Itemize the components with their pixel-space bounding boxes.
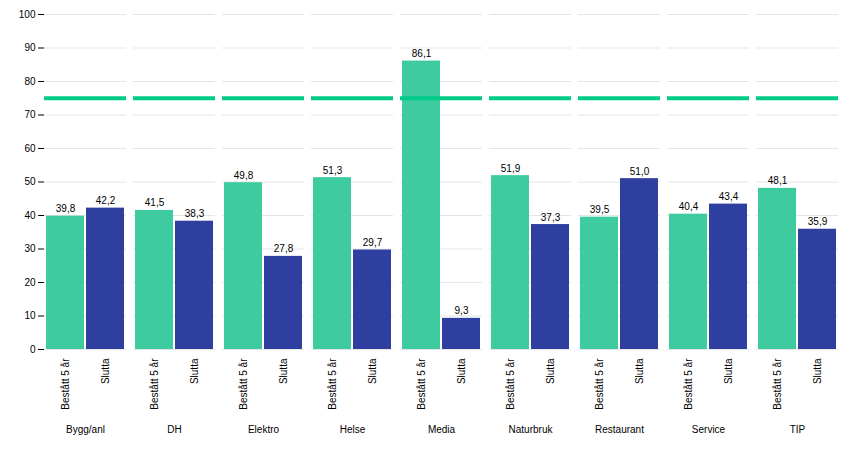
svg-text:70: 70 — [24, 109, 36, 120]
svg-text:Slutta: Slutta — [189, 358, 200, 384]
svg-text:Bestått 5 år: Bestått 5 år — [327, 358, 338, 410]
svg-text:39,8: 39,8 — [56, 203, 76, 214]
svg-text:10: 10 — [24, 310, 36, 321]
svg-text:Slutta: Slutta — [634, 358, 645, 384]
svg-text:Elektro: Elektro — [248, 424, 280, 435]
svg-text:Slutta: Slutta — [545, 358, 556, 384]
svg-text:Bestått 5 år: Bestått 5 år — [683, 358, 694, 410]
svg-text:Bestått 5 år: Bestått 5 år — [772, 358, 783, 410]
svg-text:49,8: 49,8 — [234, 170, 254, 181]
svg-text:Slutta: Slutta — [100, 358, 111, 384]
svg-text:51,0: 51,0 — [630, 166, 650, 177]
svg-text:38,3: 38,3 — [185, 208, 205, 219]
svg-text:DH: DH — [167, 424, 181, 435]
svg-text:Slutta: Slutta — [367, 358, 378, 384]
svg-text:60: 60 — [24, 143, 36, 154]
svg-text:42,2: 42,2 — [96, 195, 116, 206]
svg-text:48,1: 48,1 — [768, 175, 788, 186]
svg-text:Bestått 5 år: Bestått 5 år — [149, 358, 160, 410]
svg-text:Slutta: Slutta — [278, 358, 289, 384]
svg-text:80: 80 — [24, 76, 36, 87]
svg-text:9,3: 9,3 — [455, 305, 469, 316]
svg-text:Naturbruk: Naturbruk — [509, 424, 554, 435]
svg-text:29,7: 29,7 — [363, 237, 383, 248]
svg-text:27,8: 27,8 — [274, 243, 294, 254]
svg-text:TIP: TIP — [790, 424, 806, 435]
svg-text:0: 0 — [30, 344, 36, 355]
svg-text:Slutta: Slutta — [456, 358, 467, 384]
svg-text:Bestått 5 år: Bestått 5 år — [505, 358, 516, 410]
svg-text:86,1: 86,1 — [412, 48, 432, 59]
svg-text:Slutta: Slutta — [812, 358, 823, 384]
svg-text:Slutta: Slutta — [723, 358, 734, 384]
svg-text:40,4: 40,4 — [679, 201, 699, 212]
svg-text:51,3: 51,3 — [323, 165, 343, 176]
svg-text:90: 90 — [24, 42, 36, 53]
svg-text:51,9: 51,9 — [501, 163, 521, 174]
svg-text:Helse: Helse — [340, 424, 366, 435]
svg-text:Media: Media — [428, 424, 456, 435]
svg-text:40: 40 — [24, 210, 36, 221]
svg-text:43,4: 43,4 — [719, 191, 739, 202]
svg-text:35,9: 35,9 — [808, 216, 828, 227]
svg-text:100: 100 — [19, 9, 36, 20]
svg-text:30: 30 — [24, 243, 36, 254]
svg-text:Bestått 5 år: Bestått 5 år — [416, 358, 427, 410]
svg-text:41,5: 41,5 — [145, 197, 165, 208]
svg-text:Restaurant: Restaurant — [595, 424, 644, 435]
svg-text:37,3: 37,3 — [541, 212, 561, 223]
svg-text:50: 50 — [24, 176, 36, 187]
svg-text:Bestått 5 år: Bestått 5 år — [60, 358, 71, 410]
svg-text:39,5: 39,5 — [590, 204, 610, 215]
svg-text:Bestått 5 år: Bestått 5 år — [238, 358, 249, 410]
svg-text:Bygg/anl: Bygg/anl — [66, 424, 105, 435]
svg-text:Service: Service — [692, 424, 726, 435]
svg-text:20: 20 — [24, 277, 36, 288]
svg-text:Bestått 5 år: Bestått 5 år — [594, 358, 605, 410]
